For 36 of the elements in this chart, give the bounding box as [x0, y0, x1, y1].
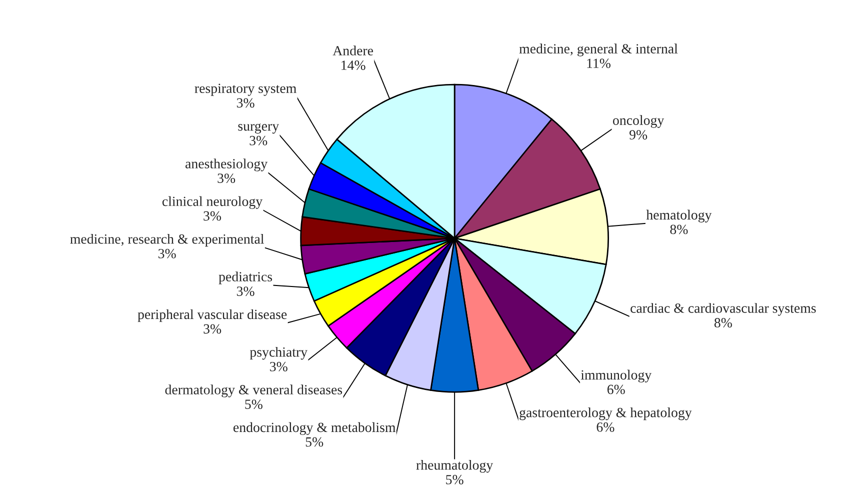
data-label: 9% — [630, 130, 648, 140]
data-label: 6% — [607, 384, 625, 394]
slice-label: respiratory system — [194, 84, 296, 96]
data-label: 14% — [342, 60, 366, 70]
slice-label: psychiatry — [250, 346, 308, 360]
slice-label: pediatrics — [218, 272, 272, 284]
slice-label: medicine, general & internal — [519, 44, 678, 56]
slice-label: Andere — [332, 46, 374, 56]
data-label: 8% — [714, 318, 732, 328]
data-label: 6% — [596, 422, 614, 432]
data-label: 8% — [670, 224, 688, 234]
data-label: 3% — [218, 174, 236, 184]
slice-label: hematology — [646, 210, 712, 222]
data-label: 3% — [236, 286, 254, 296]
slice-label: surgery — [238, 123, 280, 134]
slice-label: clinical neurology — [162, 196, 263, 209]
slice-label: dermatology & veneral diseases — [165, 384, 342, 398]
slice-label: endocrinology & metabolism — [234, 422, 396, 435]
data-label: 3% — [204, 211, 222, 221]
data-label: 5% — [245, 400, 262, 410]
data-label: 3% — [158, 248, 176, 258]
slice-label: medicine, research & experimental — [70, 234, 264, 247]
slice-label: rheumatology — [416, 460, 494, 473]
slice-label: peripheral vascular disease — [138, 309, 287, 322]
data-label: 5% — [306, 437, 324, 447]
data-label: 3% — [236, 98, 254, 108]
data-label: 3% — [204, 324, 222, 334]
data-label: 3% — [250, 136, 268, 146]
data-label: 11% — [587, 58, 610, 68]
data-label: 3% — [270, 362, 288, 372]
slice-label: immunology — [580, 370, 652, 382]
data-label: 5% — [446, 474, 464, 484]
slice-label: cardiac & cardiovascular systems — [630, 303, 816, 316]
slice-label: anesthesiology — [186, 158, 268, 172]
slice-label: oncology — [613, 115, 664, 128]
slice-label: gastroenterology & hepatology — [520, 407, 692, 420]
